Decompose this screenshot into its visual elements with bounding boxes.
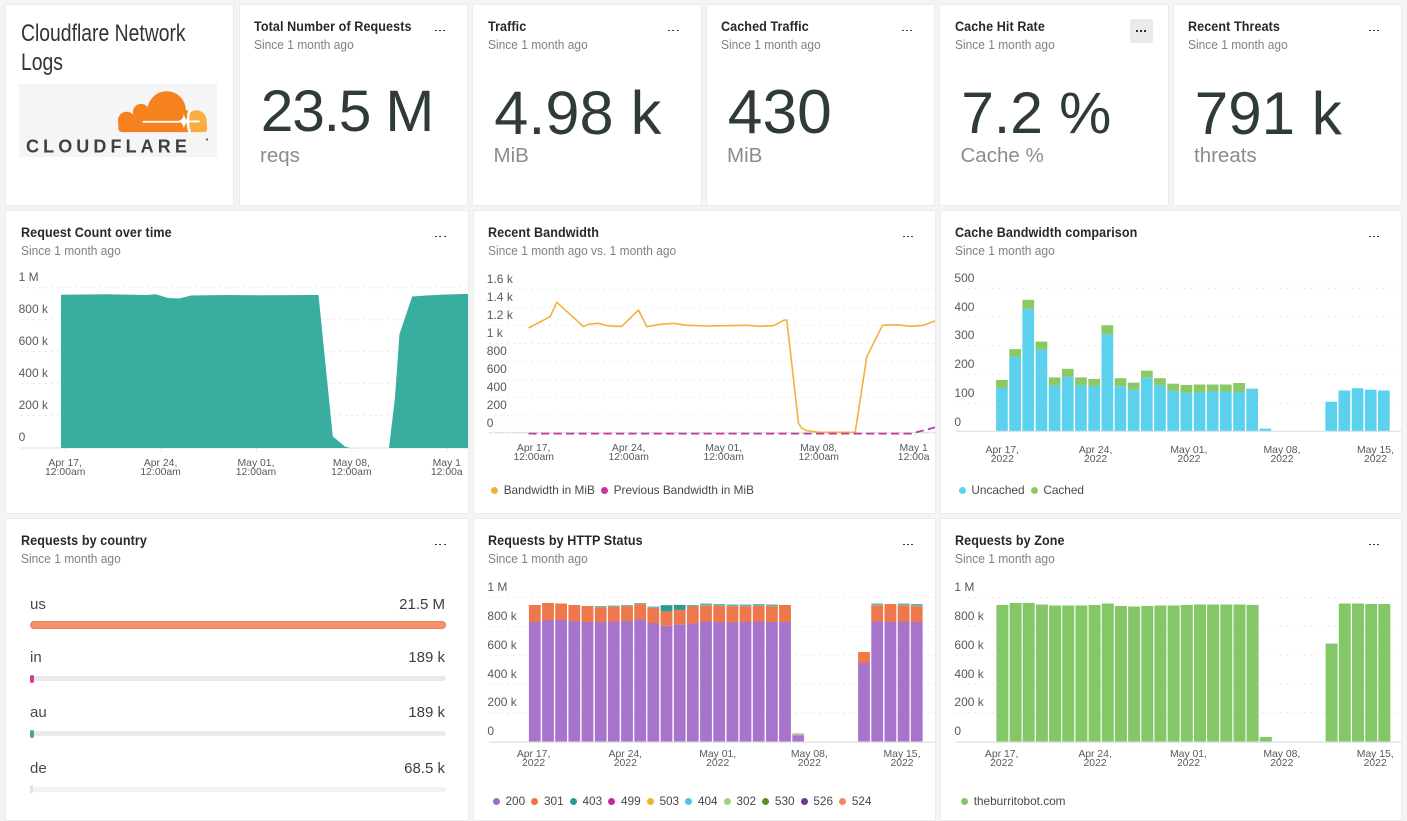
- svg-text:CLOUDFLARE: CLOUDFLARE: [26, 136, 191, 156]
